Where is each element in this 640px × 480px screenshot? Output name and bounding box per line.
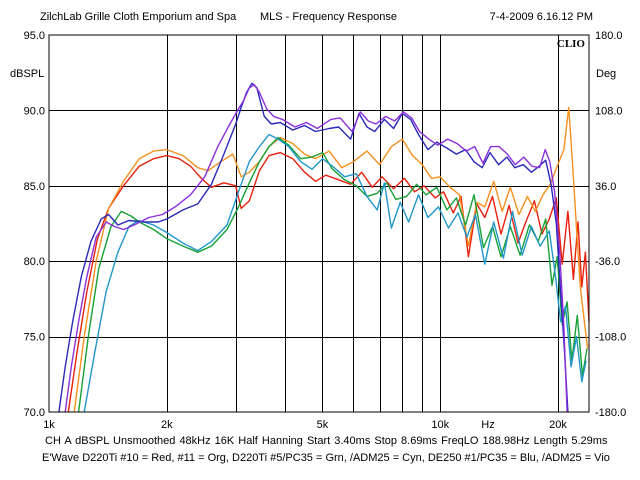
y2-tick-label: -36.0 [595,256,620,268]
tick-labels: 95.0 90.0 85.0 80.0 75.0 70.0 180.0 108.0 36.0 -3… [24,30,627,431]
y2-tick-label: 180.0 [595,30,623,42]
x-tick-label: 2k [161,419,173,431]
series-line-5 [58,82,569,413]
header-company: ZilchLab Grille Cloth Emporium and Spa [40,11,237,23]
header-chart-title: MLS - Frequency Response [260,11,397,23]
y2-axis-label: Deg [596,68,617,80]
series-line-2 [73,106,589,413]
y-tick-label: 90.0 [24,105,45,117]
y2-tick-label: 36.0 [595,181,616,193]
series-lines [58,82,590,413]
x-tick-label: 1k [43,419,55,431]
series-line-3 [77,136,588,413]
y2-tick-label: -108.0 [595,332,626,344]
y-tick-label: 85.0 [24,181,45,193]
series-line-6 [64,84,568,413]
series-legend: E'Wave D220Ti #10 = Red, #11 = Org, D220… [42,452,610,464]
x-tick-label: 5k [317,419,329,431]
x-tick-label: 10k [431,419,449,431]
y2-tick-label: -180.0 [595,407,626,419]
y-axis-label: dBSPL [10,68,45,80]
series-line-1 [67,151,590,413]
y-tick-label: 95.0 [24,30,45,42]
x-axis-label: Hz [481,419,494,431]
plot-frame [48,34,590,413]
y2-tick-label: 108.0 [595,105,623,117]
x-tick-label: 20k [549,419,567,431]
y-tick-label: 75.0 [24,332,45,344]
y-tick-label: 80.0 [24,256,45,268]
clio-logo: CLIO [557,38,586,50]
grid-lines [49,35,589,412]
y-tick-label: 70.0 [24,407,45,419]
header-timestamp: 7-4-2009 6.16.12 PM [489,11,593,23]
measurement-parameters: CH A dBSPL Unsmoothed 48kHz 16K Half Han… [45,435,608,447]
series-line-4 [83,133,587,413]
